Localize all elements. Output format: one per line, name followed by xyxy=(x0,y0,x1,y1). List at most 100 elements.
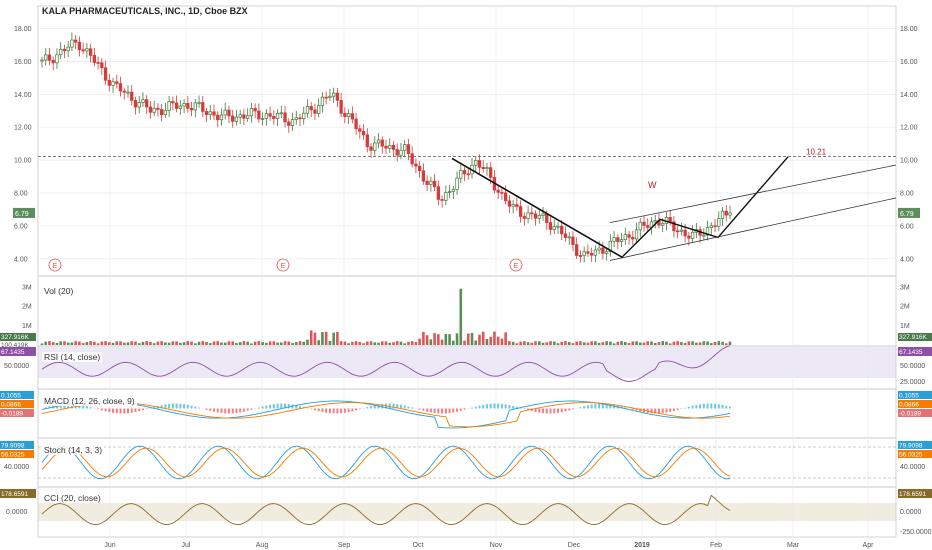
macd-hist-bar xyxy=(373,405,376,409)
macd-hist-bar xyxy=(519,407,522,409)
volume-bar xyxy=(111,342,115,345)
volume-bar xyxy=(78,341,81,345)
candle-body xyxy=(459,170,463,179)
macd-hist-bar xyxy=(669,408,672,412)
volume-bar xyxy=(683,342,687,345)
volume-bar xyxy=(216,341,220,345)
candle-body xyxy=(44,54,48,61)
candle-body xyxy=(432,180,437,188)
volume-bar xyxy=(212,341,216,345)
candle-body xyxy=(264,113,268,119)
candle-body xyxy=(705,227,710,236)
macd-value-tag-right xyxy=(898,409,932,417)
candle-body xyxy=(676,230,680,233)
candle-body xyxy=(55,54,59,64)
candle-body xyxy=(257,110,261,120)
macd-hist-bar xyxy=(444,408,447,414)
cci-value-tag-left-text: 178.6591 xyxy=(1,491,28,498)
candle-body xyxy=(178,105,182,109)
volume-bar xyxy=(126,342,130,345)
macd-hist-bar xyxy=(381,403,384,409)
volume-bar xyxy=(44,341,48,345)
volume-bar xyxy=(197,341,201,345)
last-price-tag-left xyxy=(13,207,35,218)
candle-body xyxy=(541,213,545,216)
rsi-value-tag-left xyxy=(0,347,36,356)
candle-body xyxy=(126,91,130,94)
candle-body xyxy=(100,62,104,69)
volume-bar xyxy=(373,342,377,345)
macd-hist-bar xyxy=(508,405,511,409)
price-ytick-left: 16.00 xyxy=(14,59,32,66)
volume-bar xyxy=(179,342,182,345)
volume-bar xyxy=(665,341,668,345)
candle-body xyxy=(212,111,216,116)
candle-body xyxy=(571,236,575,245)
volume-bar xyxy=(530,342,534,345)
macd-hist-bar xyxy=(691,405,694,409)
macd-value-tag-right xyxy=(898,400,932,408)
macd-hist-bar xyxy=(272,404,275,409)
volume-bar xyxy=(590,341,593,345)
candle-body xyxy=(646,225,650,228)
price-ytick-right: 12.00 xyxy=(900,125,918,132)
rsi-ytick-left: 50.0000 xyxy=(4,363,29,370)
volume-bar xyxy=(702,341,706,345)
volume-bar xyxy=(429,339,433,345)
rsi-ytick-right: 50.0000 xyxy=(900,363,925,370)
macd-value-tag-right-text: -0.0189 xyxy=(899,411,921,418)
volume-bar xyxy=(104,341,107,345)
candle-body xyxy=(410,153,414,165)
rsi-ytick-right-low: 25.0000 xyxy=(900,379,925,386)
candle-body xyxy=(328,95,332,98)
volume-bar xyxy=(605,341,608,345)
macd-hist-bar xyxy=(403,405,406,409)
macd-value-tag-left xyxy=(0,409,34,417)
candle-body xyxy=(623,234,627,241)
macd-hist-bar xyxy=(631,408,634,410)
macd-hist-bar xyxy=(418,408,421,410)
candle-body xyxy=(156,107,160,110)
macd-hist-bar xyxy=(545,408,548,414)
candle-body xyxy=(556,225,560,228)
volume-bar xyxy=(253,341,257,345)
macd-hist-bar xyxy=(310,408,313,410)
volume-bar xyxy=(695,342,698,345)
candle-body xyxy=(103,67,108,81)
candle-body xyxy=(242,114,246,119)
cci-value-tag-left xyxy=(0,489,36,498)
candle-body xyxy=(272,115,276,119)
pattern-label: W xyxy=(648,180,657,190)
xaxis-label: Apr xyxy=(863,542,875,549)
volume-bar xyxy=(332,332,335,345)
macd-hist-bar xyxy=(657,408,660,414)
volume-bar xyxy=(710,343,713,345)
volume-bar xyxy=(294,341,298,345)
candle-body xyxy=(92,55,96,63)
candle-body xyxy=(283,112,287,123)
candle-body xyxy=(440,199,444,201)
macd-hist-bar xyxy=(198,407,201,409)
volume-bar xyxy=(422,331,425,345)
volume-bar xyxy=(463,340,466,345)
volume-bar xyxy=(291,343,294,345)
candle-body xyxy=(619,239,624,243)
volume-bar xyxy=(724,343,728,345)
candle-body xyxy=(234,116,239,122)
volume-bar xyxy=(100,341,104,345)
volume-bar xyxy=(190,341,193,345)
volume-bar xyxy=(265,342,268,345)
candle-body xyxy=(298,117,302,120)
volume-bar xyxy=(167,342,171,345)
volume-bar xyxy=(437,334,440,345)
candle-body xyxy=(182,103,186,107)
macd-hist-bar xyxy=(160,405,163,409)
candle-body xyxy=(148,106,153,113)
candle-body xyxy=(365,134,369,148)
macd-hist-bar xyxy=(429,408,432,413)
candle-body xyxy=(627,234,631,238)
macd-hist-bar xyxy=(485,404,488,409)
macd-hist-bar xyxy=(579,407,582,409)
